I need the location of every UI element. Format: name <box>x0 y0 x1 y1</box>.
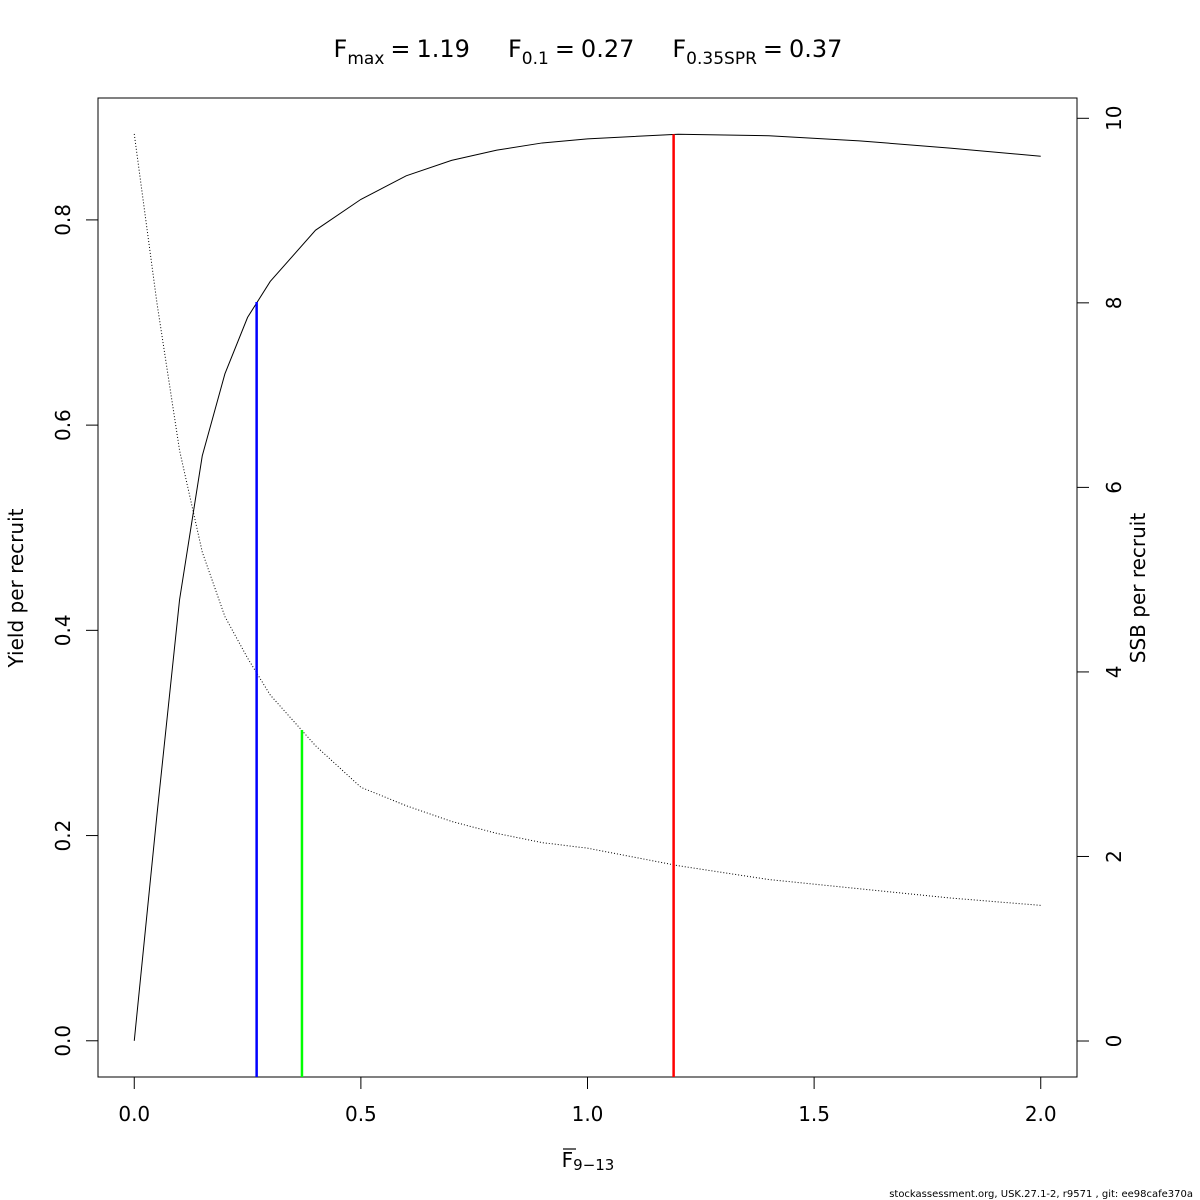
y-tick-label: 0.6 <box>51 409 75 441</box>
title-value: 0.37 <box>789 35 842 63</box>
x-label-symbol: F <box>562 1148 574 1172</box>
x-label-subscript: 9−13 <box>573 1156 614 1174</box>
title-symbol: F <box>672 35 686 63</box>
x-tick-label: 1.5 <box>798 1102 830 1126</box>
title-relation: = <box>555 35 575 63</box>
y2-tick-label: 4 <box>1102 666 1126 679</box>
y-tick-label: 0.8 <box>51 204 75 236</box>
title-subscript: max <box>347 49 384 69</box>
title-subscript: 0.35SPR <box>686 49 757 69</box>
x-tick-label: 2.0 <box>1025 1102 1057 1126</box>
title-subscript: 0.1 <box>522 49 549 69</box>
y2-tick-label: 6 <box>1102 481 1126 494</box>
y-axis-label: Yield per recruit <box>4 508 28 668</box>
title-value: 1.19 <box>417 35 470 63</box>
x-tick-label: 1.0 <box>572 1102 604 1126</box>
title-symbol: F <box>334 35 348 63</box>
x-axis-label: F9−13 <box>562 1148 615 1174</box>
x-tick-label: 0.0 <box>118 1102 150 1126</box>
title-relation: = <box>390 35 410 63</box>
y-tick-label: 0.2 <box>51 820 75 852</box>
y2-tick-label: 10 <box>1102 106 1126 131</box>
footer: stockassessment.org, USK.27.1-2, r9571 ,… <box>889 1189 1193 1200</box>
x-tick-label: 0.5 <box>345 1102 377 1126</box>
curve <box>133 133 1041 1041</box>
y2-tick-label: 0 <box>1102 1035 1126 1048</box>
y2-axis-label: SSB per recruit <box>1126 513 1150 664</box>
y-tick-label: 0.0 <box>51 1025 75 1057</box>
title-symbol: F <box>508 35 522 63</box>
y2-tick-label: 8 <box>1102 296 1126 309</box>
title-value: 0.27 <box>581 35 634 63</box>
curve <box>133 133 1041 906</box>
y-tick-label: 0.4 <box>51 614 75 646</box>
y2-tick-label: 2 <box>1102 850 1126 863</box>
chart-title: Fmax = 1.19 F0.1 = 0.27 F0.35SPR = 0.37 <box>334 35 843 69</box>
title-relation: = <box>763 35 783 63</box>
